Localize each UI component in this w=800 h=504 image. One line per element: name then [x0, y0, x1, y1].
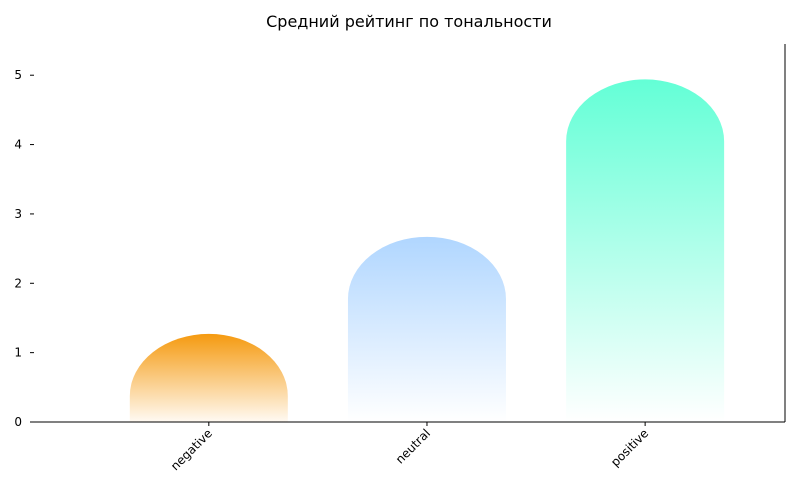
- y-tick-label-3: 3: [14, 207, 22, 221]
- y-tick-label-2: 2: [14, 276, 22, 290]
- y-tick-label-4: 4: [14, 138, 22, 152]
- x-tick-label-neutral: neutral: [393, 426, 433, 466]
- bar-negative: [129, 333, 288, 422]
- y-tick-label-0: 0: [14, 415, 22, 429]
- x-tick-label-positive: positive: [608, 426, 651, 469]
- chart-title: Средний рейтинг по тональности: [266, 12, 552, 31]
- x-tick-label-negative: negative: [168, 426, 215, 473]
- y-tick-label-5: 5: [14, 68, 22, 82]
- bar-neutral: [347, 236, 506, 422]
- bar-positive: [566, 79, 725, 423]
- y-tick-label-1: 1: [14, 346, 22, 360]
